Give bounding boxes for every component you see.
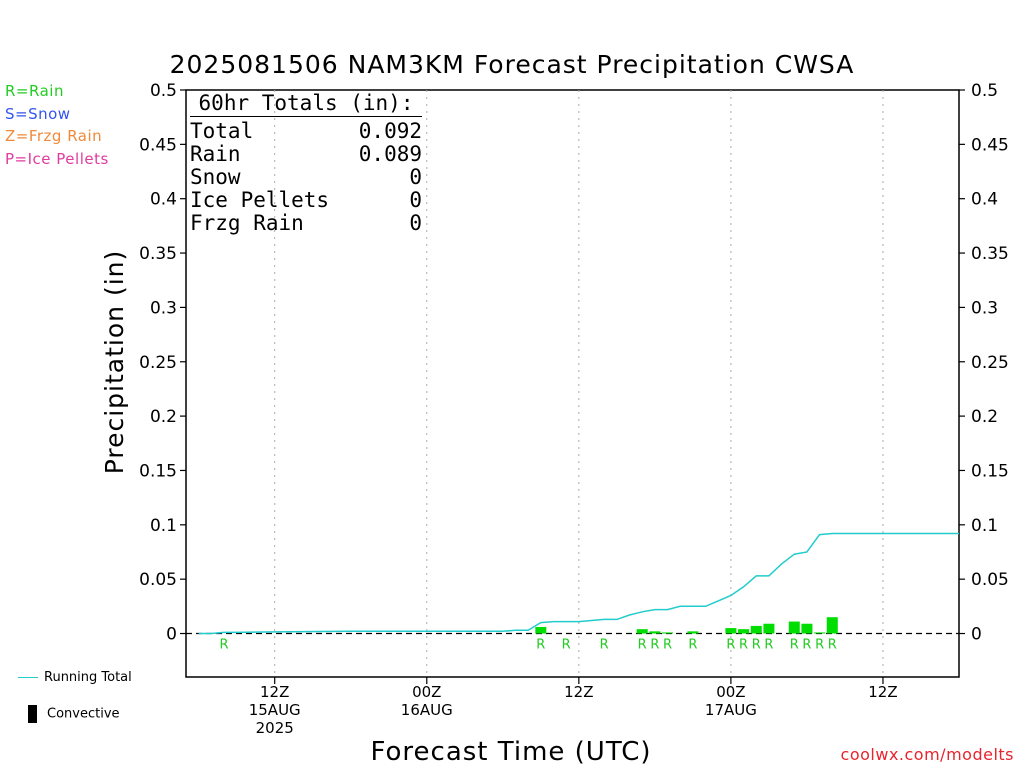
rain-type-marker: R <box>663 638 672 653</box>
precip-bar <box>788 621 800 634</box>
rain-type-marker: R <box>802 638 811 653</box>
x-tick-label: 12Z <box>564 683 593 701</box>
y-tick-label-right: 0.15 <box>971 461 1009 481</box>
totals-value: 0 <box>409 165 422 189</box>
rain-type-marker: R <box>600 638 609 653</box>
precip-bar <box>662 632 674 634</box>
running-total-line <box>198 532 959 635</box>
totals-row-snow: Snow 0 <box>190 166 422 189</box>
y-tick-label-left: 0.5 <box>150 81 177 101</box>
totals-value: 0.089 <box>358 142 422 166</box>
rain-type-marker: R <box>815 638 824 653</box>
precip-bar <box>826 617 838 634</box>
rain-type-marker: R <box>219 638 228 653</box>
x-axis-label: Forecast Time (UTC) <box>370 737 651 767</box>
y-tick-label-left: 0.3 <box>150 298 177 318</box>
y-tick-label-right: 0 <box>971 625 982 645</box>
precip-bar <box>750 625 762 634</box>
y-tick-label-left: 0.05 <box>139 570 177 590</box>
totals-label: Ice Pellets <box>190 188 330 212</box>
precip-bar <box>725 628 737 634</box>
legend-convective-label: Convective <box>47 706 120 722</box>
precip-bar <box>738 629 750 634</box>
rain-type-marker: R <box>828 638 837 653</box>
y-tick-label-right: 0.45 <box>971 135 1009 155</box>
legend-running-total: Running Total <box>18 670 132 685</box>
precip-key-item: S=Snow <box>5 104 71 123</box>
running-total-line-icon <box>18 677 38 678</box>
rain-type-marker: R <box>562 638 571 653</box>
legend-convective: Convective <box>28 705 120 723</box>
x-tick-label: 16AUG <box>401 701 453 719</box>
x-tick-label: 15AUG <box>249 701 301 719</box>
convective-bar-icon <box>28 705 37 723</box>
rain-type-marker: R <box>752 638 761 653</box>
totals-value: 0.092 <box>358 119 422 143</box>
precip-bar <box>801 623 813 634</box>
rain-type-marker: R <box>726 638 735 653</box>
precip-bar <box>535 626 547 634</box>
watermark: coolwx.com/modelts <box>840 745 1014 764</box>
rain-type-marker: R <box>536 638 545 653</box>
rain-type-marker: R <box>638 638 647 653</box>
y-tick-label-right: 0.05 <box>971 570 1009 590</box>
x-tick-label: 12Z <box>260 683 289 701</box>
rain-type-marker: R <box>688 638 697 653</box>
x-tick-label: 12Z <box>868 683 897 701</box>
y-tick-label-left: 0.25 <box>139 353 177 373</box>
y-tick-label-right: 0.1 <box>971 516 998 536</box>
y-tick-label-left: 0.15 <box>139 461 177 481</box>
x-tick-label: 00Z <box>412 683 441 701</box>
totals-label: Total <box>190 119 254 143</box>
y-tick-label-right: 0.4 <box>971 190 998 210</box>
totals-label: Rain <box>190 142 241 166</box>
rain-type-marker: R <box>650 638 659 653</box>
y-tick-label-right: 0.25 <box>971 353 1009 373</box>
precip-bar <box>636 629 648 634</box>
y-tick-label-right: 0.3 <box>971 298 998 318</box>
y-tick-label-left: 0 <box>166 625 177 645</box>
legend-running-total-label: Running Total <box>44 670 132 685</box>
totals-heading: 60hr Totals (in): <box>190 92 422 117</box>
precip-bar <box>687 631 699 634</box>
totals-label: Frzg Rain <box>190 211 304 235</box>
y-tick-label-left: 0.4 <box>150 190 177 210</box>
x-tick-label: 00Z <box>716 683 745 701</box>
y-axis-label: Precipitation (in) <box>100 250 129 475</box>
rain-type-marker: R <box>739 638 748 653</box>
totals-row-rain: Rain 0.089 <box>190 143 422 166</box>
precip-key-item: Z=Frzg Rain <box>5 127 103 145</box>
totals-row-frzg-rain: Frzg Rain 0 <box>190 212 422 235</box>
rain-type-marker: R <box>790 638 799 653</box>
precip-key-item: R=Rain <box>5 82 64 100</box>
totals-panel: 60hr Totals (in): Total 0.092 Rain 0.089… <box>190 92 422 235</box>
totals-value: 0 <box>409 188 422 212</box>
y-tick-label-right: 0.5 <box>971 81 998 101</box>
precip-bar <box>649 631 661 634</box>
precip-key-item: P=Ice Pellets <box>5 149 109 168</box>
y-tick-label-right: 0.35 <box>971 244 1009 264</box>
x-tick-label: 2025 <box>256 719 294 737</box>
precip-bar <box>763 623 775 634</box>
y-tick-label-left: 0.2 <box>150 407 177 427</box>
totals-row-total: Total 0.092 <box>190 120 422 143</box>
plot-frame <box>185 89 960 678</box>
y-tick-label-right: 0.2 <box>971 407 998 427</box>
x-tick-label: 17AUG <box>705 701 757 719</box>
precip-bar <box>814 632 826 634</box>
chart-title: 2025081506 NAM3KM Forecast Precipitation… <box>169 50 855 79</box>
totals-label: Snow <box>190 165 241 189</box>
y-tick-label-left: 0.35 <box>139 244 177 264</box>
totals-row-ice-pellets: Ice Pellets 0 <box>190 189 422 212</box>
y-tick-label-left: 0.1 <box>150 516 177 536</box>
totals-value: 0 <box>409 211 422 235</box>
y-tick-label-left: 0.45 <box>139 135 177 155</box>
rain-type-marker: R <box>764 638 773 653</box>
